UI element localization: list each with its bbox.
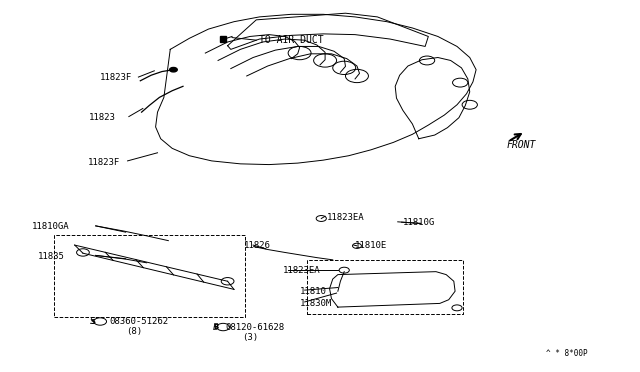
Text: (3): (3) <box>243 333 259 341</box>
Text: B: B <box>213 323 219 331</box>
Text: 11810: 11810 <box>300 287 326 296</box>
Text: 11830M: 11830M <box>300 299 332 308</box>
Text: ^ * 8*00P: ^ * 8*00P <box>546 350 588 359</box>
Text: 08120-61628: 08120-61628 <box>226 323 285 331</box>
Text: 11823: 11823 <box>90 113 116 122</box>
Text: 08360-51262: 08360-51262 <box>109 317 169 326</box>
Text: 11835: 11835 <box>38 251 65 261</box>
Text: FRONT: FRONT <box>507 140 536 150</box>
Text: 11823EA: 11823EA <box>326 213 364 222</box>
Text: TO AIR DUCT: TO AIR DUCT <box>259 35 324 45</box>
Text: (8): (8) <box>125 327 142 336</box>
Text: 11823F: 11823F <box>88 157 120 167</box>
Text: 11826: 11826 <box>244 241 271 250</box>
Text: 11810E: 11810E <box>355 241 387 250</box>
Text: 11810G: 11810G <box>403 218 435 227</box>
Text: 11823EA: 11823EA <box>283 266 321 275</box>
Text: S: S <box>90 317 96 326</box>
Text: 11810GA: 11810GA <box>32 222 70 231</box>
Text: 11823F: 11823F <box>100 73 132 81</box>
Circle shape <box>170 67 177 72</box>
Text: S: S <box>91 318 96 324</box>
Text: B: B <box>213 324 219 330</box>
